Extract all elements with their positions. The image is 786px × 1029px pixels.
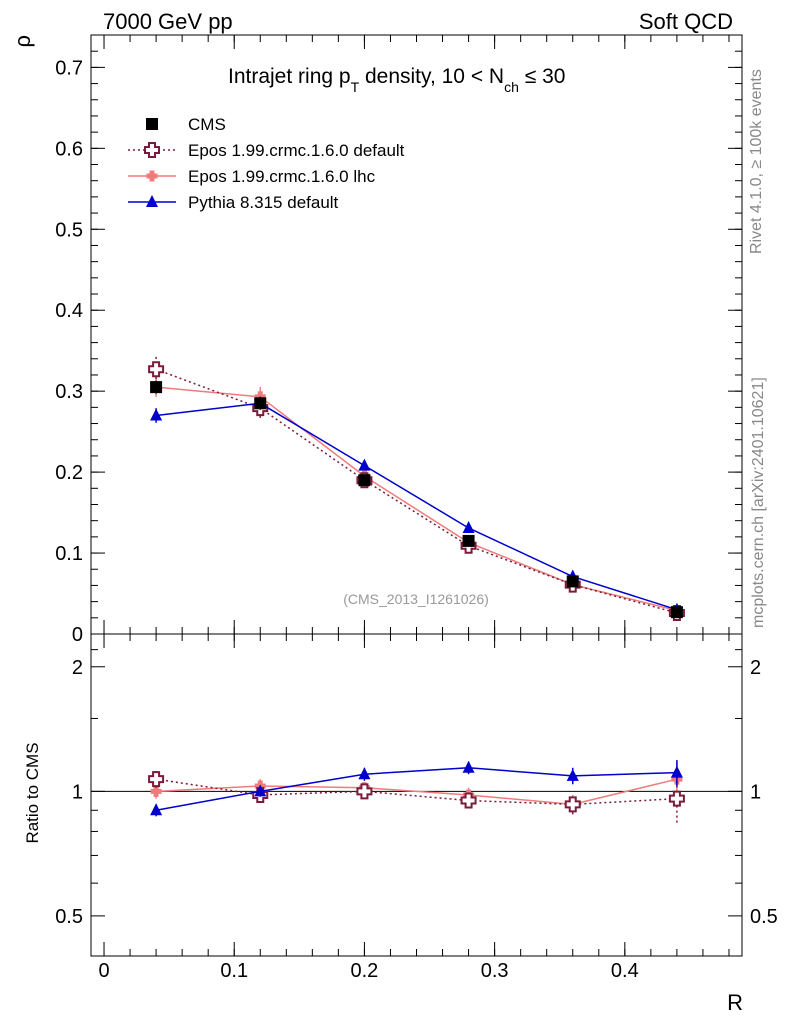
ratio-y-axis-label: Ratio to CMS xyxy=(23,742,42,843)
x-tick-label: 0.2 xyxy=(351,960,379,982)
ratio-point-epos-1-99-crmc-1-6-0-default xyxy=(356,783,373,800)
ratio-line-pythia-8-315-default xyxy=(155,767,677,812)
x-tick-label: 0 xyxy=(98,960,109,982)
data-point-pythia-8-315-default xyxy=(462,520,475,533)
mcplots-label: mcplots.cern.ch [arXiv:2401.10621] xyxy=(750,377,767,628)
y-tick-label: 0.4 xyxy=(55,300,83,322)
data-point-pythia-8-315-default xyxy=(150,408,163,421)
ratio-line-epos-1-99-crmc-1-6-0-lhc xyxy=(156,778,678,806)
legend-marker-epos-1-99-crmc-1-6-0-default xyxy=(144,142,160,158)
ratio-tick-label: 1 xyxy=(72,781,83,803)
data-point-cms xyxy=(462,534,475,547)
main-series-layer xyxy=(148,354,685,621)
y-tick-label: 0.2 xyxy=(55,462,83,484)
header-energy: 7000 GeV pp xyxy=(103,9,233,34)
ratio-point-pythia-8-315-default xyxy=(254,784,267,797)
legend-marker-cms xyxy=(146,118,158,130)
y-tick-label: 0.3 xyxy=(55,381,83,403)
x-axis-label: R xyxy=(727,990,743,1015)
main-axis-ticks: 0 0.1 0.2 0.3 0.4 0 0.1 0.2 0.3 0.4 0.5 0.6 0.7 xyxy=(55,35,742,982)
ratio-point-pythia-8-315-default xyxy=(462,760,475,773)
data-point-cms xyxy=(566,575,579,588)
legend-marker-pythia-8-315-default xyxy=(146,195,158,207)
y-tick-label: 0.5 xyxy=(55,219,83,241)
y-tick-label: 0.6 xyxy=(55,138,83,160)
ratio-tick-label: 0.5 xyxy=(55,906,83,928)
y-tick-label: 0.7 xyxy=(55,57,83,79)
data-point-cms xyxy=(254,397,267,410)
ratio-tick-label-right: 2 xyxy=(750,657,761,679)
plot-title: Intrajet ring pT density, 10 < Nch ≤ 30 xyxy=(228,65,565,95)
data-point-epos-1-99-crmc-1-6-0-default xyxy=(148,361,165,378)
data-point-pythia-8-315-default xyxy=(358,458,371,471)
series-line-pythia-8-315-default xyxy=(156,402,678,611)
data-point-cms xyxy=(670,606,683,619)
ratio-point-pythia-8-315-default xyxy=(358,767,371,780)
ratio-point-epos-1-99-crmc-1-6-0-default xyxy=(460,792,477,809)
ratio-point-epos-1-99-crmc-1-6-0-lhc xyxy=(150,785,162,797)
ratio-point-epos-1-99-crmc-1-6-0-default xyxy=(564,796,581,813)
legend-label-epos-default: Epos 1.99.crmc.1.6.0 default xyxy=(188,141,405,160)
x-tick-label: 0.1 xyxy=(220,960,248,982)
y-tick-label: 0.1 xyxy=(55,543,83,565)
ratio-point-epos-1-99-crmc-1-6-0-default xyxy=(668,790,685,807)
rivet-label: Rivet 4.1.0, ≥ 100k events xyxy=(748,69,765,254)
legend-label-epos-lhc: Epos 1.99.crmc.1.6.0 lhc xyxy=(188,167,376,186)
ratio-point-epos-1-99-crmc-1-6-0-default xyxy=(148,771,165,788)
series-line-epos-1-99-crmc-1-6-0-default xyxy=(155,368,678,614)
y-axis-label: ρ xyxy=(10,35,35,48)
series-line-epos-1-99-crmc-1-6-0-lhc xyxy=(156,386,678,612)
ratio-series-layer xyxy=(148,760,685,823)
ratio-tick-label: 2 xyxy=(72,657,83,679)
ratio-axis-ticks: 0.5 0.5 1 1 2 2 xyxy=(55,633,778,928)
legend-marker-epos-1-99-crmc-1-6-0-lhc xyxy=(146,170,158,182)
legend-label-pythia: Pythia 8.315 default xyxy=(188,193,339,212)
legend-label-cms: CMS xyxy=(188,115,226,134)
ratio-point-pythia-8-315-default xyxy=(150,803,163,816)
ratio-tick-label-right: 1 xyxy=(750,781,761,803)
ratio-point-pythia-8-315-default xyxy=(566,768,579,781)
header-category: Soft QCD xyxy=(639,9,733,34)
analysis-watermark: (CMS_2013_I1261026) xyxy=(343,591,489,607)
y-tick-label: 0 xyxy=(72,624,83,646)
x-tick-label: 0.4 xyxy=(611,960,639,982)
ratio-point-pythia-8-315-default xyxy=(670,765,683,778)
ratio-line-epos-1-99-crmc-1-6-0-default xyxy=(155,778,677,806)
ratio-panel-frame xyxy=(90,633,743,957)
data-point-cms xyxy=(358,474,371,487)
ratio-tick-label-right: 0.5 xyxy=(750,906,778,928)
data-point-cms xyxy=(150,381,163,394)
x-tick-label: 0.3 xyxy=(481,960,509,982)
legend: CMS Epos 1.99.crmc.1.6.0 default Epos 1.… xyxy=(128,115,405,212)
